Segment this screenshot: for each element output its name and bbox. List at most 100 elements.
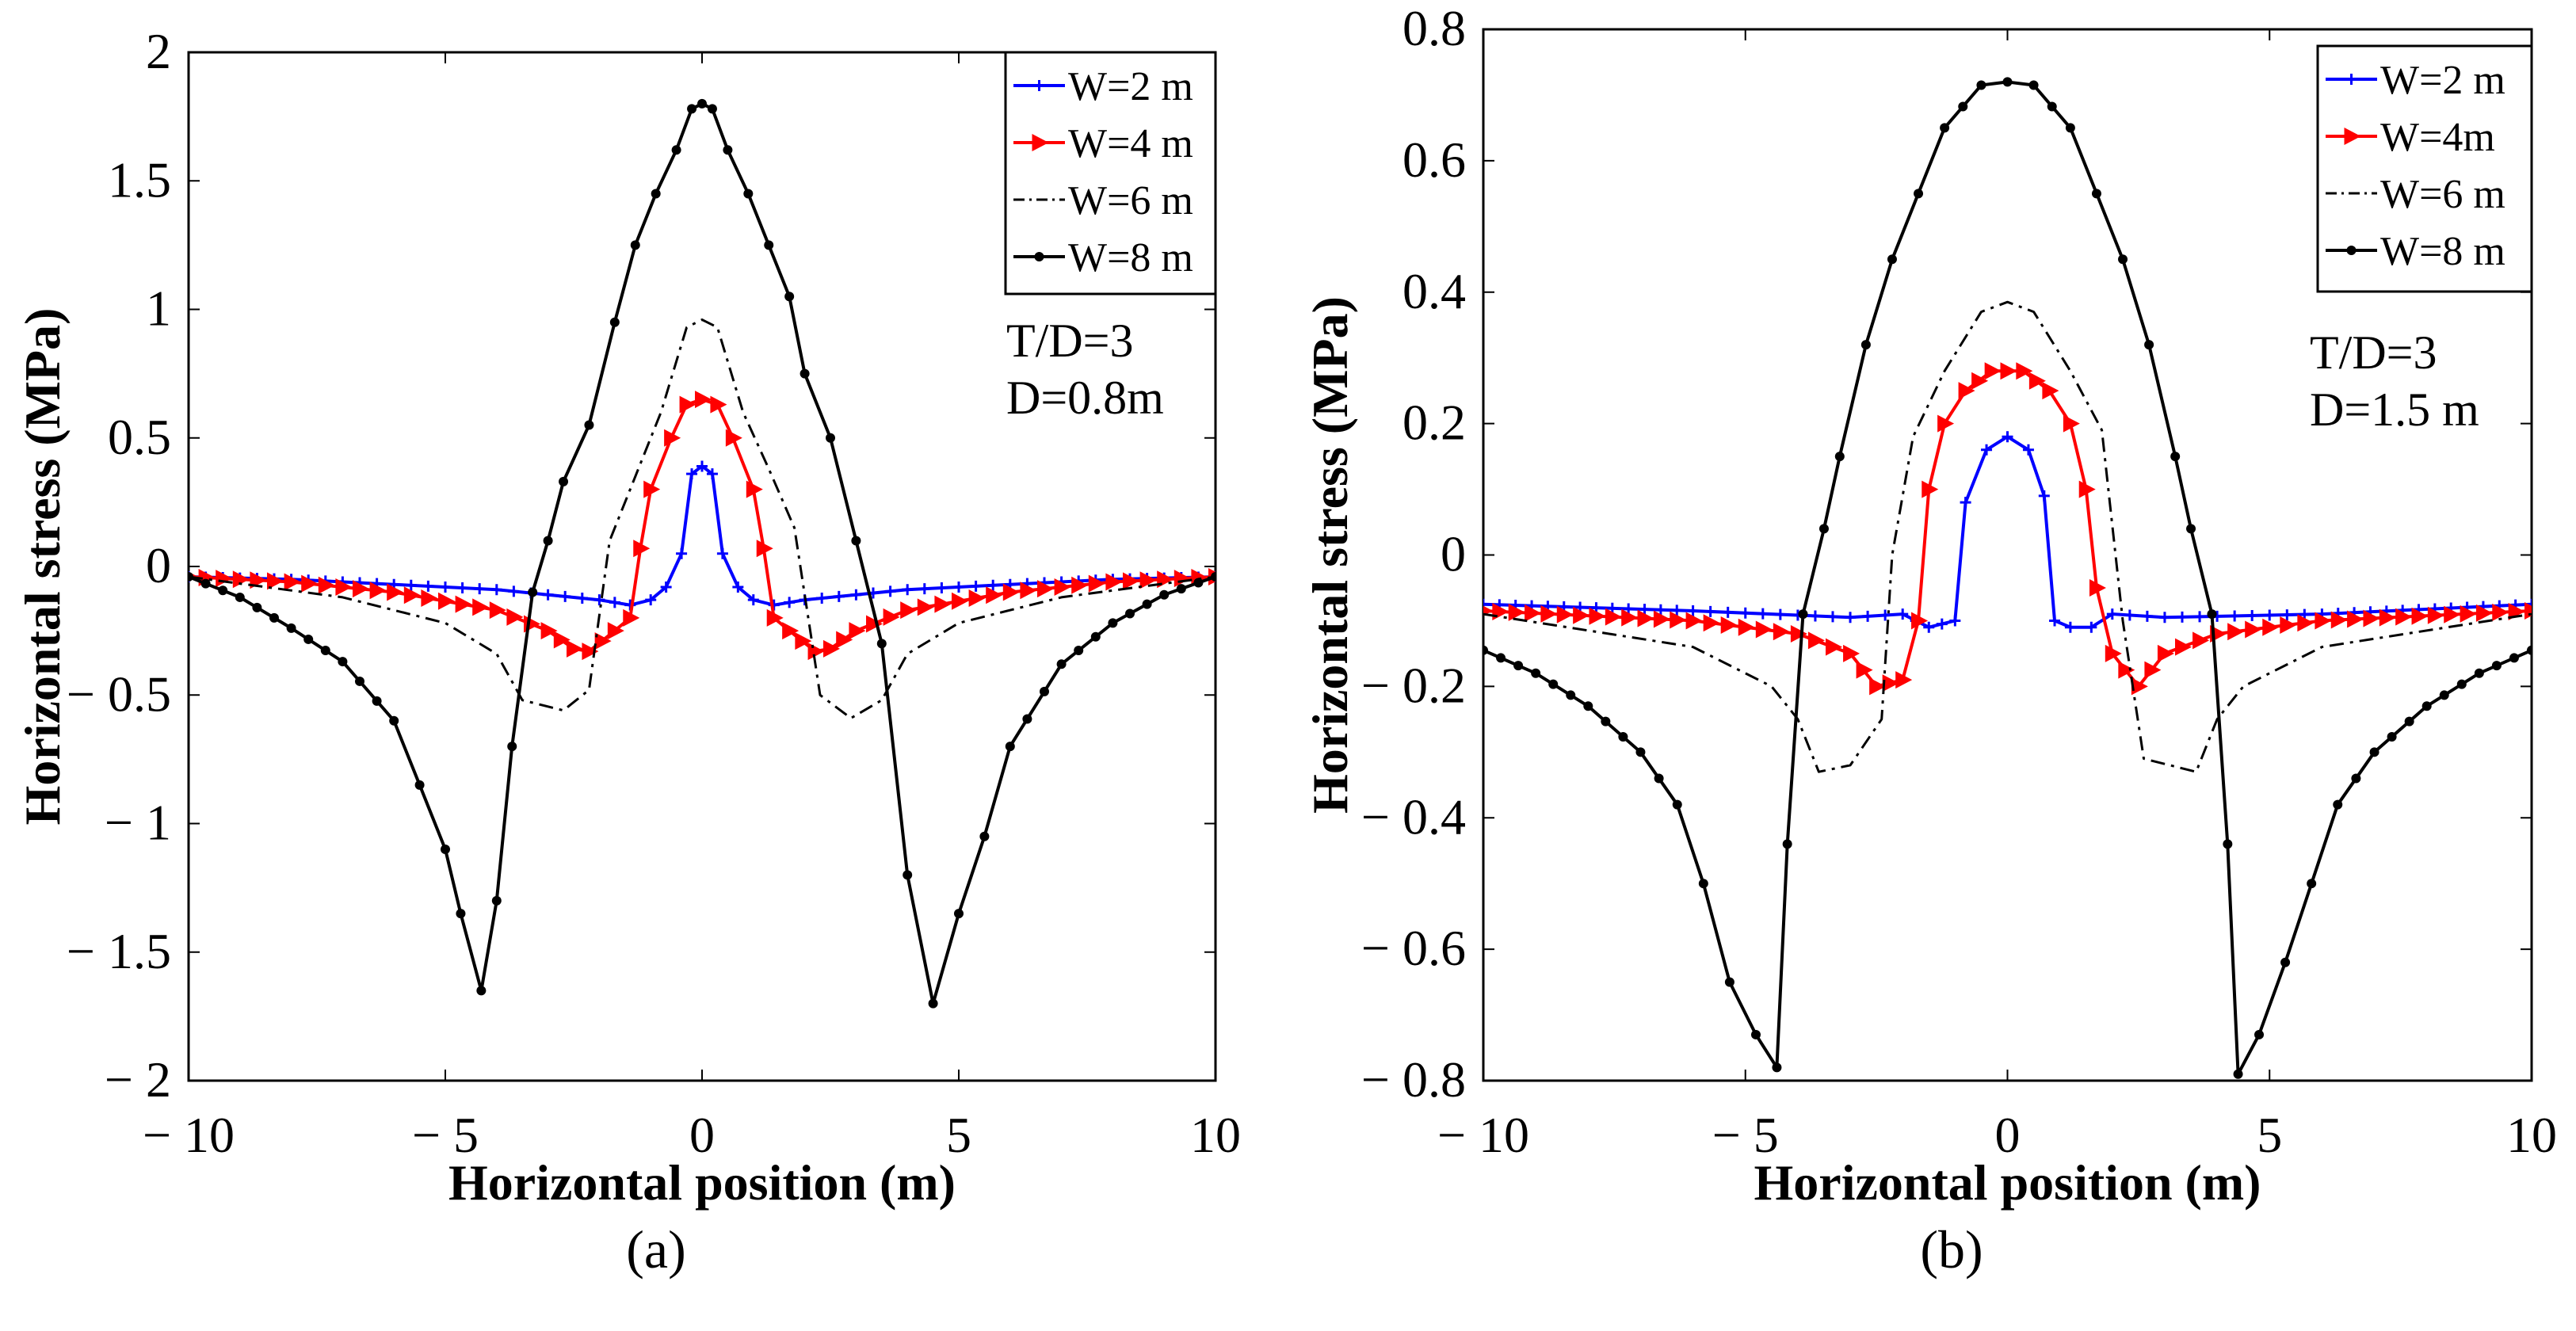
legend-marker <box>1034 252 1044 261</box>
data-point <box>506 608 524 626</box>
data-point <box>782 622 800 640</box>
data-point <box>232 570 250 589</box>
data-point <box>1773 623 1790 641</box>
data-point <box>747 594 759 606</box>
data-point <box>1981 444 1993 456</box>
data-point <box>438 592 455 610</box>
data-point <box>1739 607 1751 619</box>
data-point <box>795 632 812 650</box>
data-point <box>1869 677 1887 696</box>
data-point <box>2047 101 2057 112</box>
data-point <box>849 622 866 640</box>
data-point <box>2089 578 2106 597</box>
data-point <box>414 780 425 790</box>
x-tick-label: 10 <box>2506 1107 2557 1163</box>
series-w-8-m <box>1483 77 2532 1079</box>
data-point <box>1790 625 1807 643</box>
data-point <box>816 593 828 604</box>
y-tick-label: 2 <box>146 23 171 79</box>
y-tick-label: 0.4 <box>1402 263 1466 319</box>
panel-label: (a) <box>626 1219 685 1280</box>
data-point <box>1782 839 1792 849</box>
y-tick-label: − 1 <box>105 795 171 851</box>
data-point <box>489 601 506 620</box>
data-point <box>1774 608 1786 620</box>
data-point <box>630 240 640 250</box>
data-point <box>697 98 707 109</box>
data-point <box>1949 615 1961 627</box>
data-point <box>594 632 612 650</box>
data-point <box>284 573 301 591</box>
x-tick-label: 0 <box>1995 1107 2021 1163</box>
data-point <box>320 646 330 656</box>
data-point <box>1105 573 1123 591</box>
data-point <box>2330 611 2348 629</box>
data-point <box>456 582 468 594</box>
data-point <box>301 574 319 593</box>
data-point <box>1002 583 1020 601</box>
data-point <box>2105 644 2122 662</box>
data-point <box>1880 609 1891 621</box>
data-point <box>1483 645 1488 655</box>
data-point <box>2157 644 2174 662</box>
data-point <box>1856 661 1873 679</box>
data-point <box>2444 605 2461 624</box>
data-point <box>200 578 211 589</box>
x-tick-label: − 5 <box>412 1107 479 1163</box>
data-point <box>800 368 810 379</box>
data-point <box>1882 674 1899 692</box>
x-tick-label: − 5 <box>1712 1107 1779 1163</box>
data-point <box>405 579 417 591</box>
data-point <box>643 480 661 498</box>
data-point <box>1911 612 1929 630</box>
data-point <box>2281 609 2293 621</box>
y-tick-label: − 0.8 <box>1361 1051 1466 1108</box>
data-point <box>1653 610 1670 628</box>
series-w-2-m <box>1483 431 2532 633</box>
data-point <box>1976 80 1986 90</box>
data-point <box>2086 621 2097 633</box>
y-axis-label: Horizontal stress (MPa) <box>14 308 71 826</box>
data-point <box>553 631 571 649</box>
annotation-text: T/D=3 <box>2310 326 2437 379</box>
data-point <box>2427 606 2444 624</box>
data-point <box>784 292 795 302</box>
data-point <box>902 584 914 596</box>
data-point <box>2091 189 2101 199</box>
data-point <box>2028 80 2039 90</box>
series-w-6-m <box>1483 300 2532 773</box>
legend-label: W=8 m <box>2380 229 2505 274</box>
data-point <box>1005 742 1015 752</box>
data-point <box>543 536 553 546</box>
data-point <box>2192 631 2210 650</box>
legend-marker <box>2346 246 2357 255</box>
data-point <box>2118 661 2135 679</box>
y-tick-label: 0.6 <box>1402 132 1466 188</box>
data-point <box>2106 608 2118 620</box>
data-point <box>1637 609 1654 627</box>
data-point <box>954 909 964 919</box>
data-point <box>934 595 952 613</box>
data-point <box>607 622 624 640</box>
data-point <box>1654 604 1666 616</box>
data-point <box>1687 604 1699 616</box>
data-point <box>2016 362 2033 380</box>
data-point <box>421 589 438 608</box>
data-point <box>2064 621 2076 633</box>
data-point <box>1845 612 1857 624</box>
data-point <box>833 590 845 602</box>
data-point <box>1958 101 1968 112</box>
series-line <box>189 318 1215 719</box>
data-point <box>1589 607 1606 625</box>
data-point <box>2254 1029 2265 1039</box>
data-point <box>491 895 502 906</box>
data-point <box>766 608 784 627</box>
data-point <box>2124 609 2135 621</box>
data-point <box>540 622 558 640</box>
x-tick-label: 5 <box>946 1107 971 1163</box>
data-point <box>189 571 193 582</box>
data-point <box>269 612 279 623</box>
x-tick-label: − 10 <box>1437 1107 1529 1163</box>
data-point <box>369 582 387 600</box>
